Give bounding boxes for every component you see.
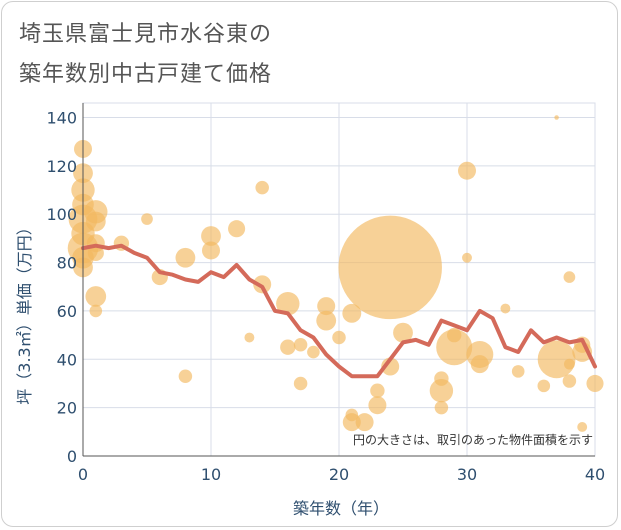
x-tick-label: 30 (457, 465, 477, 484)
bubble-point (436, 329, 473, 366)
y-tick-label: 100 (46, 205, 77, 224)
x-axis-label: 築年数（年） (293, 499, 389, 518)
chart-title-line-1: 埼玉県富士見市水谷東の (19, 22, 273, 47)
bubble-point (564, 358, 575, 370)
bubble-point (85, 286, 107, 307)
bubble-point (554, 115, 559, 120)
bubble-point (316, 310, 337, 331)
bubble-point (89, 304, 103, 318)
bubble-point (202, 241, 220, 260)
x-tick-label: 20 (329, 465, 349, 484)
bubble-size-note: 円の大きさは、取引のあった物件面積を示す (353, 432, 593, 447)
axes: 0 20 40 60 80 100 120 140 0 10 20 30 40 (46, 103, 605, 484)
bubble-point (429, 379, 454, 403)
bubble-point (201, 226, 221, 246)
bubble-point (255, 180, 269, 195)
bubble-point (368, 396, 387, 415)
bubble-point (537, 379, 551, 393)
x-tick-label: 10 (201, 465, 221, 484)
bubble-point (280, 339, 296, 355)
y-tick-label: 60 (57, 302, 77, 321)
bubble-point (563, 271, 576, 283)
bubble-point (434, 400, 449, 415)
y-axis-label: 坪（3.3㎡）単価（万円） (15, 219, 34, 404)
bubble-point (458, 161, 476, 180)
bubble-point (511, 365, 525, 378)
y-tick-label: 80 (57, 254, 77, 273)
bubble-point (345, 408, 359, 422)
bubble-point (175, 247, 196, 268)
bubble-point (244, 332, 255, 343)
bubble-point (434, 371, 449, 386)
bubble-point (562, 374, 577, 388)
bubble-point (447, 327, 462, 343)
bubble-point (85, 211, 106, 232)
bubble-point (577, 422, 588, 432)
bubble-point (293, 338, 308, 352)
y-tick-label: 20 (57, 399, 77, 418)
bubble-point (500, 303, 511, 314)
bubble-point (393, 322, 413, 343)
bubble-point (87, 244, 104, 262)
y-tick-label: 120 (46, 157, 77, 176)
bubble-series (67, 115, 604, 432)
bubble-point (586, 374, 604, 393)
trend-line (81, 243, 597, 379)
y-tick-label: 0 (67, 447, 77, 466)
bubble-point (332, 330, 346, 345)
bubble-point (228, 220, 246, 238)
x-tick-label: 40 (585, 465, 605, 484)
bubble-point (178, 369, 193, 383)
bubble-point (253, 275, 272, 294)
bubble-point (141, 213, 153, 225)
bubble-point (537, 340, 576, 379)
bubble-point (307, 345, 320, 359)
bubble-point (276, 291, 300, 316)
bubble-point (470, 355, 489, 374)
bubble-point (355, 413, 374, 432)
y-tick-label: 140 (46, 109, 77, 128)
bubble-point (293, 376, 308, 391)
x-tick-label: 0 (78, 465, 88, 484)
bubble-point (462, 252, 472, 263)
chart-title-line-2: 築年数別中古戸建て価格 (19, 62, 273, 87)
bubble-point (338, 215, 442, 320)
bubble-point (370, 383, 385, 398)
bubble-point (317, 297, 336, 316)
bubble-point (342, 303, 362, 323)
trend-line-series (81, 243, 597, 379)
y-tick-label: 40 (57, 350, 77, 369)
